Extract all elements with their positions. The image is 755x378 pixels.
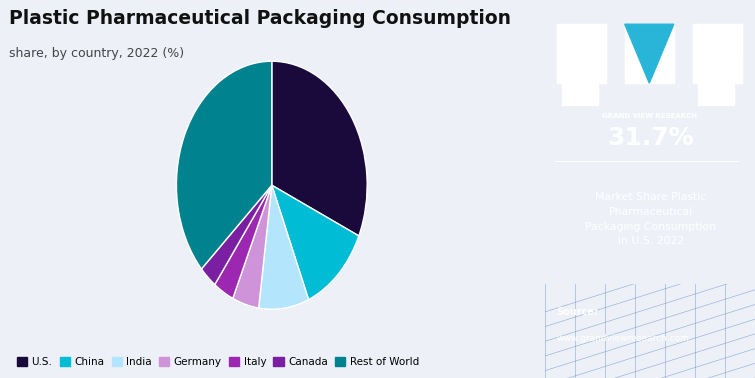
Text: share, by country, 2022 (%): share, by country, 2022 (%)	[9, 47, 184, 60]
Bar	[624, 24, 673, 83]
Wedge shape	[259, 185, 309, 309]
Text: www.grandviewresearch.com: www.grandviewresearch.com	[556, 334, 689, 343]
Polygon shape	[624, 24, 673, 83]
Bar	[562, 74, 598, 106]
Text: GRAND VIEW RESEARCH: GRAND VIEW RESEARCH	[602, 113, 697, 119]
Wedge shape	[272, 185, 359, 300]
Legend: U.S., China, India, Germany, Italy, Canada, Rest of World: U.S., China, India, Germany, Italy, Cana…	[13, 352, 423, 371]
Text: Market Share Plastic
Pharmaceutical
Packaging Consumption
in U.S. 2022: Market Share Plastic Pharmaceutical Pack…	[585, 192, 716, 246]
Wedge shape	[272, 61, 367, 236]
Text: 31.7%: 31.7%	[608, 126, 694, 150]
Wedge shape	[233, 185, 272, 308]
Bar	[693, 24, 741, 83]
Text: Plastic Pharmaceutical Packaging Consumption: Plastic Pharmaceutical Packaging Consump…	[9, 9, 511, 28]
Wedge shape	[202, 185, 272, 285]
Wedge shape	[177, 61, 272, 269]
Polygon shape	[698, 59, 741, 83]
Bar	[557, 24, 606, 83]
Wedge shape	[214, 185, 272, 298]
Text: Source:: Source:	[556, 307, 599, 317]
Bar	[698, 74, 734, 106]
